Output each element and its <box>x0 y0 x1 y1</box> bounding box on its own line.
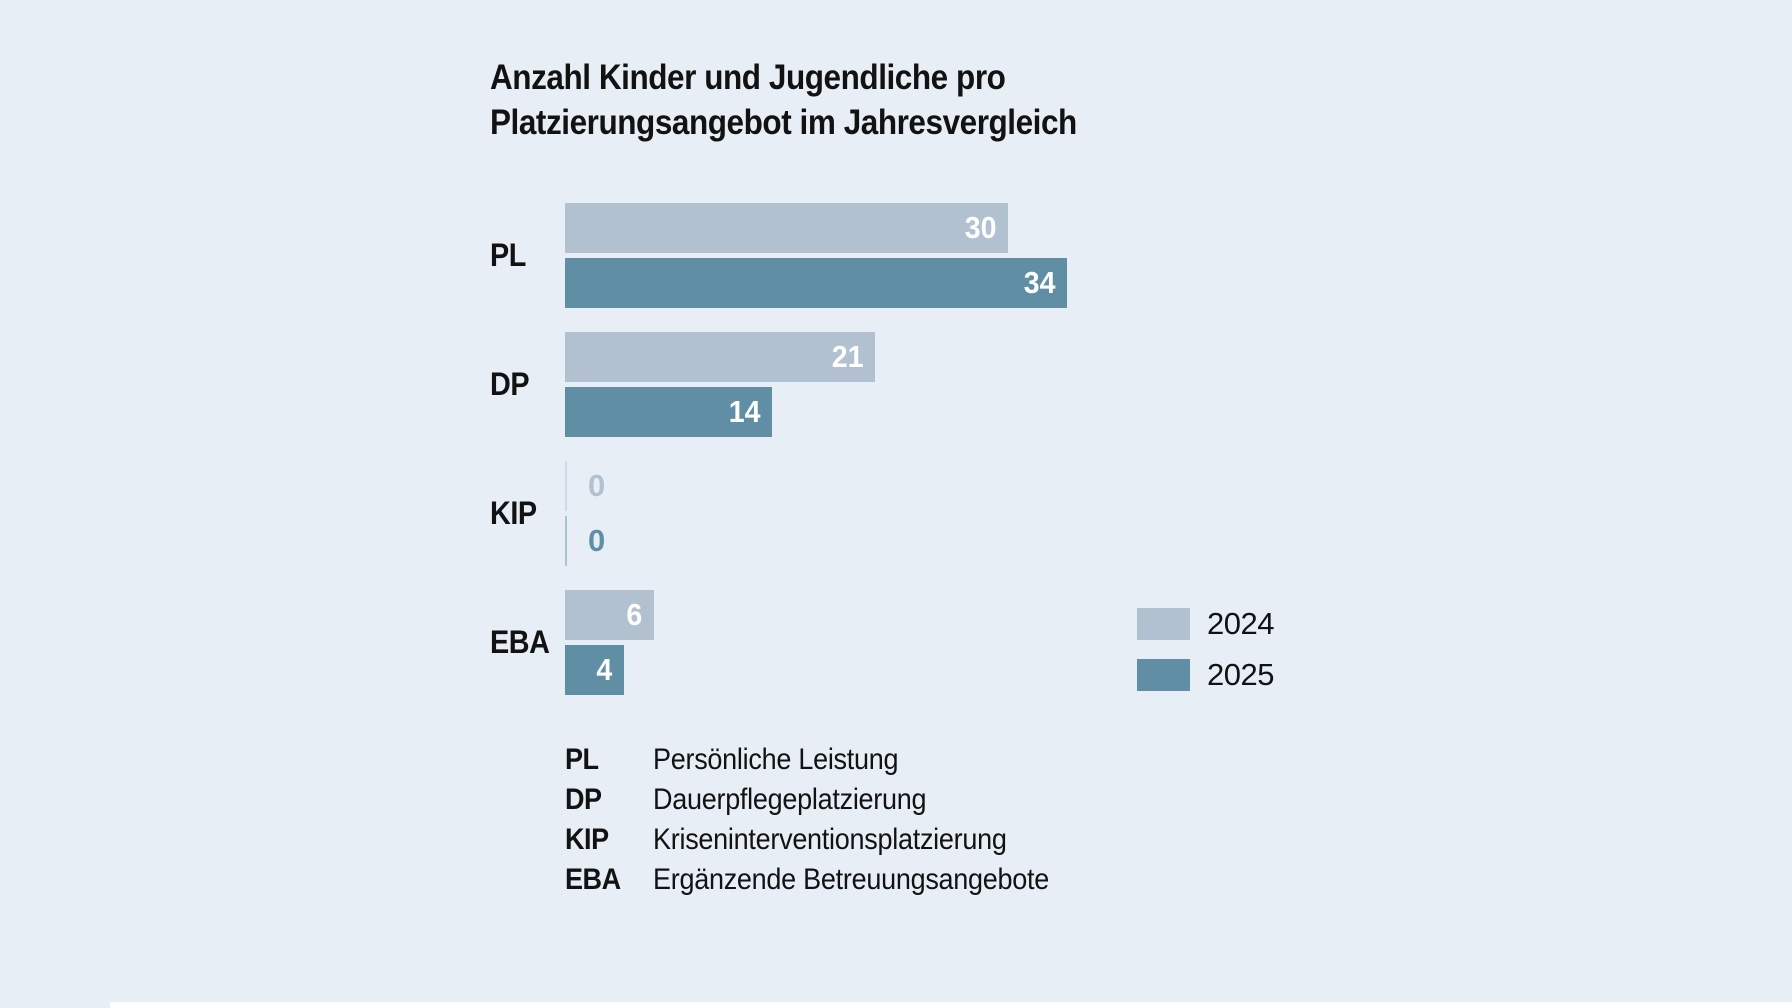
bar-2024-pl: 30 <box>565 203 1008 253</box>
chart-legend: 2024 2025 <box>1137 606 1274 710</box>
bar-value-label-2024-kip: 0 <box>588 468 606 503</box>
abbreviation-term: PL <box>565 743 599 776</box>
bar-value-label-2025-eba: 4 <box>596 652 613 687</box>
abbreviation-row-eba: EBA Ergänzende Betreuungsangebote <box>565 860 1093 900</box>
abbreviation-row-dp: DP Dauerpflegeplatzierung <box>565 780 1093 820</box>
bar-value-label-2024-eba: 6 <box>626 597 643 632</box>
bar-value-label-2025-kip: 0 <box>588 523 606 558</box>
abbreviation-definition: Dauerpflegeplatzierung <box>653 783 927 816</box>
bar-value-label-2024-pl: 30 <box>964 210 997 245</box>
abbreviation-term: EBA <box>565 863 621 896</box>
bar-2025-kip <box>565 516 567 566</box>
chart-title-line2: Platzierungsangebot im Jahresvergleich <box>490 103 1077 142</box>
bar-2024-kip <box>565 461 567 511</box>
abbreviation-definition: Kriseninterventionsplatzierung <box>653 823 1007 856</box>
legend-item-2025: 2025 <box>1137 657 1274 692</box>
abbreviation-term: KIP <box>565 823 609 856</box>
bar-value-label-2025-dp: 14 <box>728 394 761 429</box>
category-label-eba: EBA <box>490 624 550 660</box>
bar-2025-eba: 4 <box>565 645 624 695</box>
chart-title-line1: Anzahl Kinder und Jugendliche pro <box>490 58 1006 97</box>
bar-2025-dp: 14 <box>565 387 772 437</box>
legend-swatch-2024 <box>1137 608 1190 640</box>
category-label-kip: KIP <box>490 495 537 531</box>
abbreviation-row-kip: KIP Kriseninterventionsplatzierung <box>565 820 1093 860</box>
category-label-dp: DP <box>490 366 530 402</box>
legend-label-2025: 2025 <box>1207 657 1274 692</box>
legend-swatch-2025 <box>1137 659 1190 691</box>
legend-label-2024: 2024 <box>1207 606 1274 641</box>
bar-value-label-2025-pl: 34 <box>1023 265 1056 300</box>
bar-2025-pl: 34 <box>565 258 1067 308</box>
chart-title: Anzahl Kinder und Jugendliche pro Platzie… <box>490 55 1077 145</box>
category-label-pl: PL <box>490 237 526 273</box>
abbreviation-term: DP <box>565 783 602 816</box>
abbreviation-row-pl: PL Persönliche Leistung <box>565 740 1093 780</box>
abbreviation-key: PL Persönliche Leistung DP Dauerpflegeplatz… <box>565 740 1093 900</box>
bar-value-label-2024-dp: 21 <box>831 339 864 374</box>
bar-2024-eba: 6 <box>565 590 654 640</box>
bar-2024-dp: 21 <box>565 332 875 382</box>
legend-item-2024: 2024 <box>1137 606 1274 641</box>
page-edge-strip <box>110 1002 1792 1008</box>
abbreviation-definition: Persönliche Leistung <box>653 743 899 776</box>
abbreviation-definition: Ergänzende Betreuungsangebote <box>653 863 1049 896</box>
